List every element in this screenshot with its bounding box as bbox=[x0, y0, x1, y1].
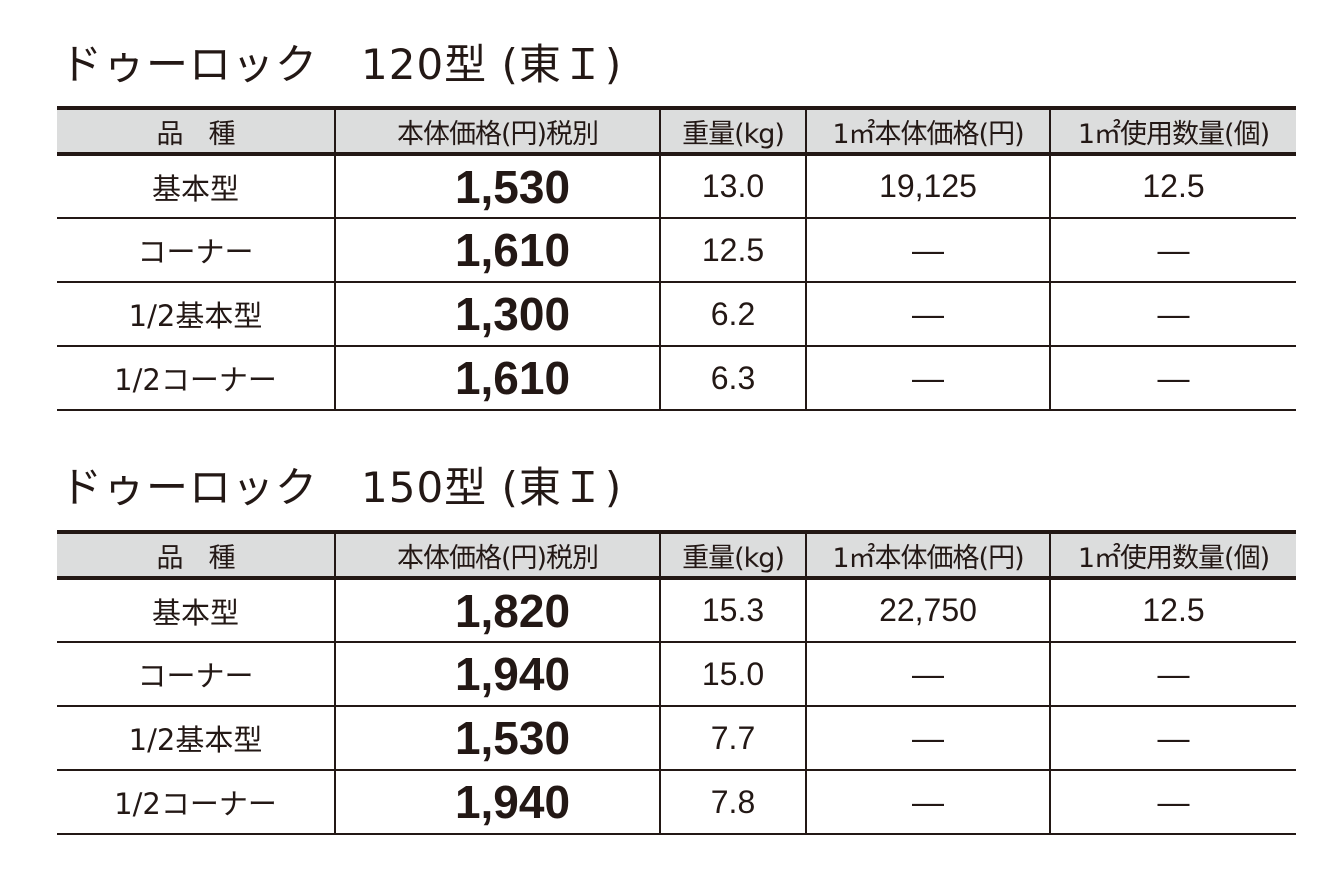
header-price-per-m2: 1㎡本体価格(円) bbox=[805, 532, 1050, 578]
cell-qty-per-m2: — bbox=[1049, 218, 1296, 282]
cell-qty-per-m2: 12.5 bbox=[1049, 154, 1296, 218]
cell-price-per-m2: 19,125 bbox=[805, 154, 1050, 218]
table-row: 1/2基本型 1,530 7.7— — bbox=[57, 706, 1296, 770]
cell-price-per-m2: — bbox=[805, 706, 1050, 770]
cell-weight: 6.3 bbox=[659, 346, 806, 410]
header-price: 本体価格(円)税別 bbox=[334, 108, 660, 154]
cell-price-per-m2: — bbox=[805, 282, 1050, 346]
cell-price-per-m2: — bbox=[805, 642, 1050, 706]
cell-kind: 基本型 bbox=[151, 171, 239, 206]
cell-price: 1,300 bbox=[334, 282, 660, 346]
price-table-150: 品 種 本体価格(円)税別 重量(kg) 1㎡本体価格(円) 1㎡使用数量(個) 基本型 1… bbox=[57, 530, 1296, 835]
cell-qty-per-m2: — bbox=[1049, 642, 1296, 706]
header-weight: 重量(kg) bbox=[659, 108, 806, 154]
cell-price: 1,610 bbox=[334, 346, 660, 410]
table-row: 1/2コーナー 1,610 6.3— — bbox=[57, 346, 1296, 410]
header-price: 本体価格(円)税別 bbox=[334, 532, 660, 578]
cell-weight: 15.0 bbox=[659, 642, 806, 706]
cell-kind: 1/2コーナー bbox=[114, 787, 277, 821]
header-weight: 重量(kg) bbox=[659, 532, 806, 578]
table-row: コーナー 1,940 15.0— — bbox=[57, 642, 1296, 706]
cell-weight: 13.0 bbox=[659, 154, 806, 218]
cell-weight: 15.3 bbox=[659, 578, 806, 642]
header-row: 品 種 本体価格(円)税別 重量(kg) 1㎡本体価格(円) 1㎡使用数量(個) bbox=[57, 532, 1296, 578]
cell-qty-per-m2: — bbox=[1049, 346, 1296, 410]
header-qty-per-m2: 1㎡使用数量(個) bbox=[1049, 108, 1296, 154]
cell-qty-per-m2: — bbox=[1049, 770, 1296, 834]
cell-qty-per-m2: — bbox=[1049, 282, 1296, 346]
table-row: コーナー 1,610 12.5— — bbox=[57, 218, 1296, 282]
header-qty-per-m2: 1㎡使用数量(個) bbox=[1049, 532, 1296, 578]
cell-kind: 1/2基本型 bbox=[128, 723, 263, 757]
header-row: 品 種 本体価格(円)税別 重量(kg) 1㎡本体価格(円) 1㎡使用数量(個) bbox=[57, 108, 1296, 154]
cell-price: 1,940 bbox=[334, 770, 660, 834]
cell-price-per-m2: 22,750 bbox=[805, 578, 1050, 642]
cell-kind: コーナー bbox=[137, 659, 254, 693]
cell-kind: コーナー bbox=[137, 235, 254, 269]
cell-price-per-m2: — bbox=[805, 770, 1050, 834]
cell-price: 1,610 bbox=[334, 218, 660, 282]
cell-qty-per-m2: 12.5 bbox=[1049, 578, 1296, 642]
cell-price: 1,820 bbox=[334, 578, 660, 642]
cell-kind: 1/2基本型 bbox=[128, 299, 263, 333]
cell-price-per-m2: — bbox=[805, 346, 1050, 410]
table-row: 基本型 1,530 13.0 19,125 12.5 bbox=[57, 154, 1296, 218]
cell-price: 1,530 bbox=[334, 154, 660, 218]
header-kind: 品 種 bbox=[156, 118, 236, 150]
table-row: 基本型 1,820 15.3 22,750 12.5 bbox=[57, 578, 1296, 642]
cell-price: 1,940 bbox=[334, 642, 660, 706]
table-row: 1/2基本型 1,300 6.2— — bbox=[57, 282, 1296, 346]
cell-qty-per-m2: — bbox=[1049, 706, 1296, 770]
table-title-120: ドゥーロック 120型 (東Ｉ) bbox=[60, 40, 623, 89]
cell-weight: 6.2 bbox=[659, 282, 806, 346]
cell-price-per-m2: — bbox=[805, 218, 1050, 282]
table-row: 1/2コーナー 1,940 7.8— — bbox=[57, 770, 1296, 834]
cell-weight: 7.7 bbox=[659, 706, 806, 770]
cell-kind: 1/2コーナー bbox=[114, 363, 277, 397]
cell-weight: 7.8 bbox=[659, 770, 806, 834]
table-title-150: ドゥーロック 150型 (東Ｉ) bbox=[60, 463, 623, 512]
cell-weight: 12.5 bbox=[659, 218, 806, 282]
cell-kind: 基本型 bbox=[151, 595, 239, 630]
header-price-per-m2: 1㎡本体価格(円) bbox=[805, 108, 1050, 154]
cell-price: 1,530 bbox=[334, 706, 660, 770]
price-table-120: 品 種 本体価格(円)税別 重量(kg) 1㎡本体価格(円) 1㎡使用数量(個) 基本型 1… bbox=[57, 106, 1296, 411]
header-kind: 品 種 bbox=[156, 542, 236, 574]
